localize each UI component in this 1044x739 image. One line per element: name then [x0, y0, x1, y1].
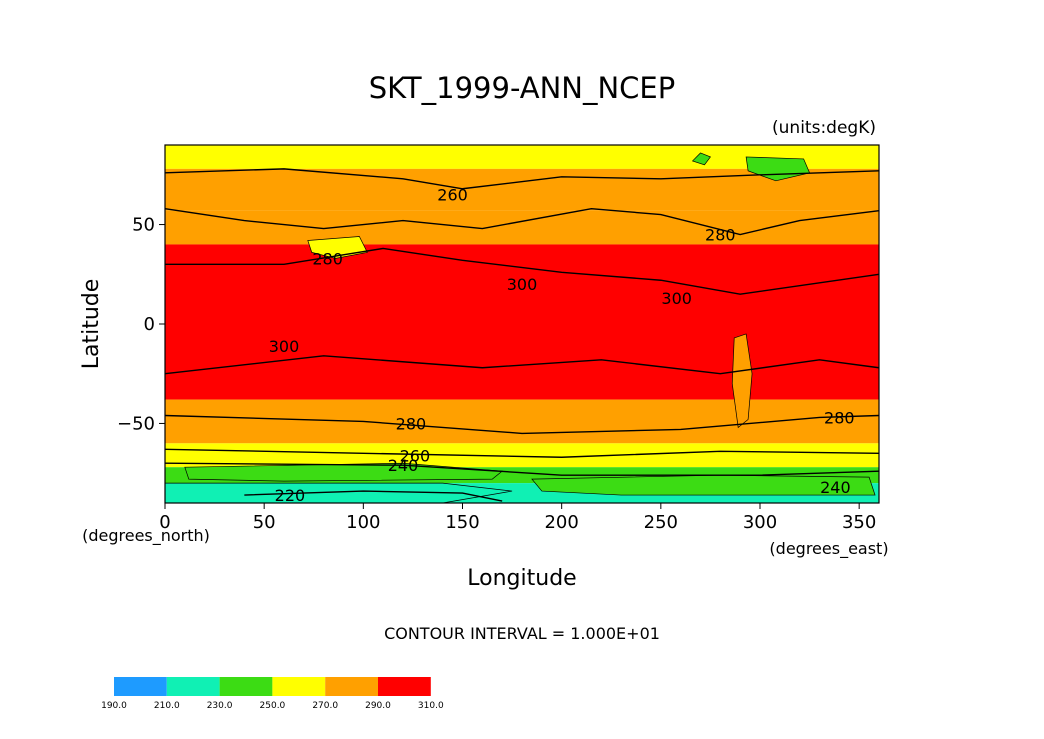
colorbar: 190.0 210.0 230.0 250.0 270.0 290.0 310.0: [101, 677, 444, 711]
colorbar-swatch: [114, 677, 167, 696]
x-tick-label: 150: [445, 512, 479, 533]
contour-lines: [164, 168, 880, 502]
greenland-cold-patch: [691, 152, 711, 166]
y-tick-label: 0: [144, 314, 155, 335]
chart-title: SKT_1999-ANN_NCEP: [369, 71, 676, 105]
y-tick-label: 50: [132, 215, 155, 236]
contour-label-9: 240: [388, 456, 419, 475]
contour-interval-text: CONTOUR INTERVAL = 1.000E+01: [384, 624, 660, 643]
contour-label-5: 300: [269, 337, 300, 356]
band-3: [165, 244, 879, 400]
contour-300-north: [165, 247, 880, 295]
x-tick-label: 0: [159, 512, 170, 533]
contour-280-north: [164, 207, 880, 236]
units-label: (units:degK): [772, 118, 876, 138]
x-tick-label: 250: [644, 512, 678, 533]
y-unit-label: (degrees_north): [82, 526, 210, 546]
x-axis-ticks: 0 50 100 150 200 250 300 350: [159, 503, 876, 533]
x-tick-label: 50: [253, 512, 276, 533]
colorbar-level-label: 190.0: [101, 701, 127, 711]
contour-label-6: 280: [396, 414, 427, 433]
contour-280-south: [164, 414, 880, 435]
colorbar-level-label: 250.0: [260, 701, 286, 711]
contour-label-11: 240: [820, 478, 851, 497]
contour-240-south: [164, 462, 880, 476]
contour-label-7: 280: [824, 408, 855, 427]
colorbar-swatch: [166, 677, 220, 696]
band-4: [165, 399, 879, 444]
x-tick-label: 100: [346, 512, 380, 533]
land-features: [164, 152, 876, 504]
y-tick-label: −50: [117, 413, 155, 434]
colorbar-level-label: 310.0: [418, 701, 444, 711]
x-tick-label: 300: [743, 512, 777, 533]
colorbar-swatch: [272, 677, 326, 696]
x-tick-label: 350: [842, 512, 876, 533]
band-1: [165, 168, 879, 211]
contour-220-south: [244, 490, 503, 502]
colorbar-swatch: [378, 677, 431, 696]
band-2: [165, 210, 879, 245]
contour-label-0: 260: [437, 186, 468, 205]
contour-label-10: 220: [275, 486, 306, 505]
colorbar-level-label: 270.0: [312, 701, 338, 711]
x-unit-label: (degrees_east): [769, 539, 888, 559]
x-tick-label: 200: [544, 512, 578, 533]
contour-label-3: 300: [507, 275, 538, 294]
colorbar-level-label: 230.0: [207, 701, 233, 711]
y-axis-ticks: 50 0 −50: [117, 215, 165, 434]
colorbar-level-label: 290.0: [365, 701, 391, 711]
antarctic-green-west: [184, 462, 504, 482]
contour-label-2: 280: [312, 249, 343, 268]
temperature-bands: [165, 145, 879, 503]
contour-260-north: [164, 168, 880, 190]
colorbar-swatch: [219, 677, 273, 696]
contour-300-south: [164, 355, 880, 375]
andes-cool-patch: [731, 333, 753, 429]
colorbar-level-label: 210.0: [154, 701, 180, 711]
contour-label-1: 280: [705, 226, 736, 245]
band-5: [165, 443, 879, 468]
colorbar-swatch: [325, 677, 378, 696]
contour-label-8: 260: [400, 446, 431, 465]
x-axis-title: Longitude: [467, 566, 576, 591]
contour-260-south: [164, 448, 880, 458]
y-axis-title: Latitude: [79, 279, 104, 370]
contour-label-4: 300: [661, 289, 692, 308]
